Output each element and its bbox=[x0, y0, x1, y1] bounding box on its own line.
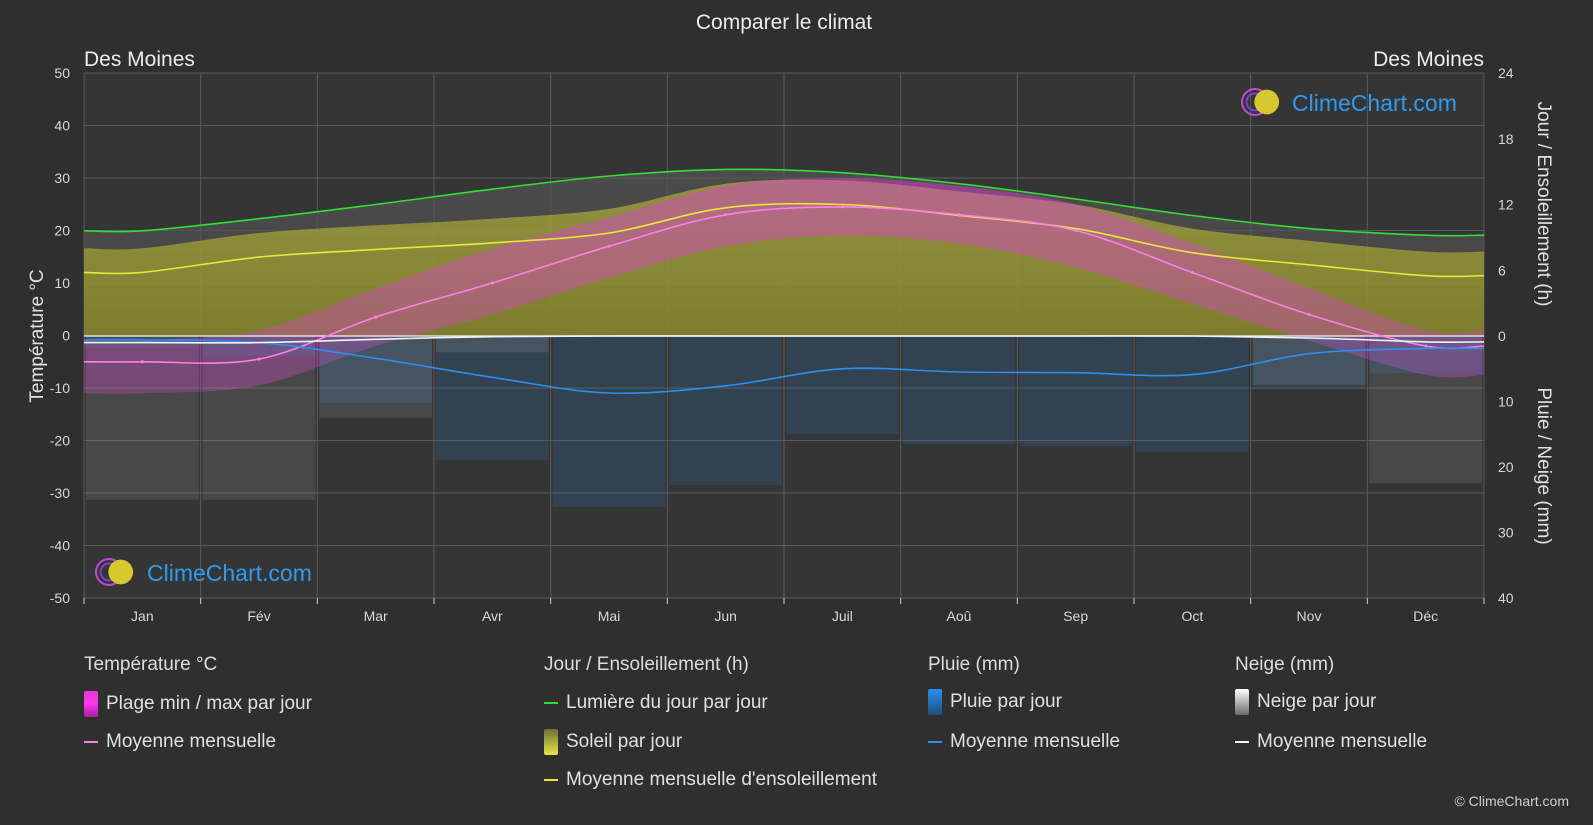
rain-bar-Sep bbox=[1019, 336, 1132, 447]
temp-mean-point-Jan bbox=[140, 360, 144, 364]
temp-mean-point-Fév bbox=[257, 357, 261, 361]
temp-mean-point-Oct bbox=[1190, 271, 1194, 274]
month-label-Jan: Jan bbox=[131, 608, 154, 624]
month-label-Juil: Juil bbox=[832, 608, 853, 624]
logo-sun bbox=[108, 559, 134, 585]
mm-tick-label: 20 bbox=[1498, 459, 1514, 475]
month-label-Nov: Nov bbox=[1297, 608, 1322, 624]
temp-mean-point-Sep bbox=[1074, 229, 1078, 232]
month-label-Aoû: Aoû bbox=[947, 608, 972, 624]
right-axis-top-title: Jour / Ensoleillement (h) bbox=[1533, 102, 1554, 307]
hours-tick-label: 24 bbox=[1498, 65, 1514, 81]
chart-title: Comparer le climat bbox=[696, 11, 872, 34]
temp-mean-point-Mai bbox=[607, 244, 611, 248]
temp-mean-point-Jun bbox=[724, 213, 728, 217]
temp-mean-point-Juil bbox=[840, 205, 844, 209]
snow-bar-Avr bbox=[436, 336, 549, 353]
hours-tick-label: 0 bbox=[1498, 328, 1506, 344]
month-label-Avr: Avr bbox=[482, 608, 503, 624]
temp-mean-point-Aoû bbox=[957, 213, 961, 217]
rain-bar-Aoû bbox=[902, 336, 1016, 445]
left-axis-title: Température °C bbox=[27, 269, 48, 402]
mm-tick-label: 40 bbox=[1498, 590, 1514, 606]
rain-bar-Mar bbox=[319, 336, 432, 403]
rain-bar-Mai bbox=[552, 336, 666, 507]
mm-tick-label: 30 bbox=[1498, 525, 1514, 541]
month-label-Déc: Déc bbox=[1413, 608, 1438, 624]
month-label-Sep: Sep bbox=[1063, 608, 1088, 624]
rain-bar-Juil bbox=[786, 336, 899, 435]
temp-tick-label: 0 bbox=[62, 328, 70, 344]
daylight-line bbox=[83, 168, 1485, 237]
temp-tick-label: -50 bbox=[50, 590, 70, 606]
month-label-Oct: Oct bbox=[1181, 608, 1203, 624]
watermark-bottom: ClimeChart.com bbox=[147, 560, 312, 586]
hours-tick-label: 18 bbox=[1498, 131, 1514, 147]
logo-sun bbox=[1254, 89, 1280, 115]
temp-tick-label: 40 bbox=[54, 118, 70, 134]
temp-tick-label: 30 bbox=[54, 170, 70, 186]
snow-bar-Mar bbox=[319, 336, 432, 418]
rain-bar-Avr bbox=[436, 336, 549, 460]
temp-tick-label: -40 bbox=[50, 538, 70, 554]
month-label-Mar: Mar bbox=[364, 608, 388, 624]
rain-mean-line bbox=[83, 338, 1485, 395]
watermark-logo-top bbox=[1241, 88, 1280, 116]
temp-tick-label: -20 bbox=[50, 433, 70, 449]
temp-tick-label: -30 bbox=[50, 485, 70, 501]
city-right: Des Moines bbox=[1373, 48, 1484, 71]
hours-tick-label: 6 bbox=[1498, 262, 1506, 278]
temp-range-band bbox=[84, 178, 1484, 394]
temp-mean-point-Avr bbox=[490, 281, 494, 285]
snow-bar-Déc bbox=[1369, 336, 1482, 484]
temp-tick-label: -10 bbox=[50, 380, 70, 396]
temp-mean-point-Mar bbox=[374, 315, 378, 319]
rain-bar-Jun bbox=[669, 336, 782, 486]
right-axis-bottom-title: Pluie / Neige (mm) bbox=[1533, 387, 1554, 544]
month-label-Mai: Mai bbox=[598, 608, 621, 624]
city-left: Des Moines bbox=[84, 48, 195, 71]
snow-mean-line bbox=[83, 335, 1485, 344]
rain-bar-Oct bbox=[1136, 336, 1249, 452]
temp-tick-label: 50 bbox=[54, 65, 70, 81]
watermark-top: ClimeChart.com bbox=[1292, 90, 1457, 116]
temp-tick-label: 10 bbox=[54, 275, 70, 291]
sunshine-mean-line bbox=[83, 202, 1485, 278]
hours-tick-label: 12 bbox=[1498, 197, 1514, 213]
watermark-logo-bottom bbox=[95, 558, 134, 586]
mm-tick-label: 10 bbox=[1498, 394, 1514, 410]
rain-bar-Nov bbox=[1252, 336, 1366, 390]
temp-mean-point-Nov bbox=[1307, 313, 1311, 316]
month-label-Fév: Fév bbox=[247, 608, 270, 624]
month-label-Jun: Jun bbox=[714, 608, 737, 624]
temp-tick-label: 20 bbox=[54, 223, 70, 239]
temp-mean-point-Déc bbox=[1424, 344, 1428, 348]
